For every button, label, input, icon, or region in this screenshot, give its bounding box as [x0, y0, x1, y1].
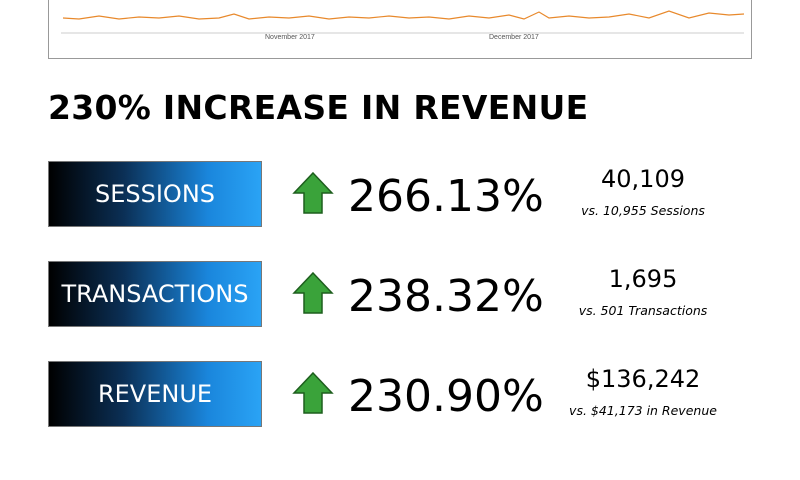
arrow-shape	[292, 371, 334, 414]
percent-change: 230.90%	[348, 371, 544, 422]
metric-value: 1,695	[608, 265, 678, 293]
orange-line	[62, 10, 745, 20]
up-arrow	[292, 371, 334, 419]
metric-value: $136,242	[585, 365, 701, 393]
percent-change: 266.13%	[348, 171, 544, 222]
chart-lines	[61, 10, 745, 34]
arrow-icon	[292, 371, 334, 414]
arrow-shape	[292, 271, 334, 314]
metric-label: REVENUE	[48, 361, 262, 427]
metric-row: SESSIONS 266.13% 40,109 vs. 10,955 Sessions	[48, 161, 752, 227]
percent-change: 238.32%	[348, 271, 544, 322]
chart-snippet: November 2017 December 2017	[48, 0, 752, 59]
comparison: vs. 501 Transactions	[578, 303, 708, 318]
up-arrow	[292, 271, 334, 319]
metric-label: TRANSACTIONS	[48, 261, 262, 327]
metric-row: REVENUE 230.90% $136,242 vs. $41,173 in Rev…	[48, 361, 752, 427]
arrow-icon	[292, 271, 334, 314]
metric-label: SESSIONS	[48, 161, 262, 227]
metric-row: TRANSACTIONS 238.32% 1,695 vs. 501 Transact…	[48, 261, 752, 327]
up-arrow	[292, 171, 334, 219]
heading: 230% INCREASE IN REVENUE	[48, 88, 589, 127]
comparison: vs. 10,955 Sessions	[581, 203, 705, 218]
arrow-icon	[292, 171, 334, 214]
x-label: December 2017	[489, 34, 539, 41]
arrow-shape	[292, 171, 334, 214]
x-label: November 2017	[265, 34, 315, 41]
metric-value: 40,109	[601, 165, 685, 193]
comparison: vs. $41,173 in Revenue	[569, 403, 717, 418]
